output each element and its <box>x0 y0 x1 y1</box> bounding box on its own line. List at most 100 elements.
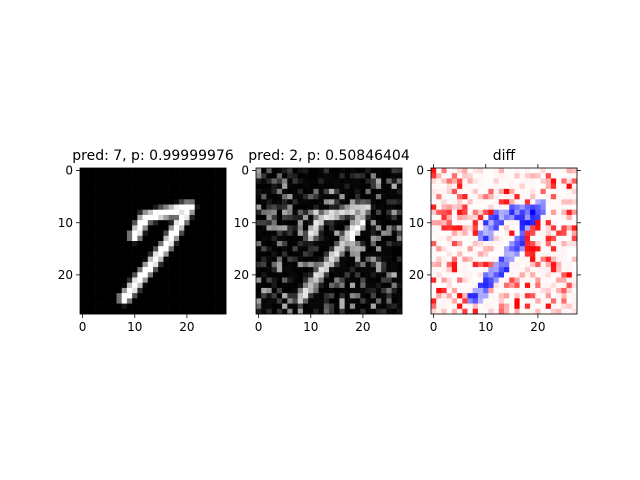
heatmap-cell <box>147 235 154 242</box>
heatmap-cell <box>179 241 185 247</box>
heatmap-cell <box>318 199 325 205</box>
heatmap-cell <box>509 267 515 273</box>
heatmap-cell <box>292 256 299 263</box>
heatmap-cell <box>137 287 143 294</box>
heatmap-cell <box>349 168 356 174</box>
heatmap-cell <box>215 267 222 273</box>
heatmap-cell <box>95 214 102 221</box>
heatmap-cell <box>504 303 510 310</box>
heatmap-cell <box>391 308 398 315</box>
heatmap-cell <box>95 168 102 174</box>
heatmap-cell <box>256 188 262 195</box>
heatmap-cell <box>344 214 351 221</box>
heatmap-cell <box>313 267 319 273</box>
heatmap-cell <box>80 235 86 242</box>
heatmap-cell <box>147 173 154 179</box>
heatmap-cell <box>323 251 330 257</box>
heatmap-cell <box>571 241 578 247</box>
heatmap-cell <box>111 293 117 299</box>
heatmap-cell <box>550 282 557 289</box>
heatmap-cell <box>261 173 267 179</box>
heatmap-cell <box>519 293 526 299</box>
heatmap-cell <box>472 230 479 237</box>
heatmap-cell <box>329 298 335 304</box>
heatmap-cell <box>329 188 335 195</box>
heatmap-cell <box>467 282 474 289</box>
heatmap-cell <box>90 277 96 284</box>
heatmap-cell <box>282 293 288 299</box>
heatmap-cell <box>571 183 578 190</box>
heatmap-cell <box>153 241 159 247</box>
heatmap-cell <box>287 183 293 190</box>
heatmap-cell <box>498 287 505 294</box>
heatmap-cell <box>142 303 149 310</box>
heatmap-cell <box>282 256 288 263</box>
heatmap-cell <box>302 303 309 310</box>
heatmap-cell <box>158 225 164 231</box>
heatmap-cell <box>498 267 505 273</box>
heatmap-cell <box>556 214 562 221</box>
heatmap-cell <box>132 267 138 273</box>
heatmap-cell <box>355 199 361 205</box>
heatmap-cell <box>370 298 377 304</box>
heatmap-cell <box>386 298 392 304</box>
heatmap-cell <box>365 261 372 268</box>
heatmap-cell <box>215 308 222 315</box>
heatmap-cell <box>329 308 335 315</box>
heatmap-cell <box>292 194 299 200</box>
heatmap-cell <box>349 251 356 257</box>
heatmap-cell <box>302 251 309 257</box>
heatmap-cell <box>344 298 351 304</box>
heatmap-cell <box>158 272 164 278</box>
heatmap-cell <box>271 241 278 247</box>
heatmap-cell <box>205 256 211 263</box>
heatmap-cell <box>95 251 102 257</box>
heatmap-cell <box>205 287 211 294</box>
heatmap-cell <box>451 178 458 184</box>
heatmap-cell <box>483 287 489 294</box>
heatmap-cell <box>483 178 489 184</box>
heatmap-cell <box>451 199 458 205</box>
heatmap-cell <box>441 282 447 289</box>
heatmap-cell <box>360 261 366 268</box>
heatmap-cell <box>184 209 190 216</box>
heatmap-cell <box>121 251 128 257</box>
heatmap-cell <box>220 168 227 174</box>
heatmap-cell <box>132 251 138 257</box>
heatmap-cell <box>514 214 520 221</box>
heatmap-cell <box>381 204 387 211</box>
heatmap-cell <box>524 308 531 315</box>
heatmap-cell <box>530 178 536 184</box>
heatmap-cell <box>261 282 267 289</box>
heatmap-cell <box>381 261 387 268</box>
heatmap-cell <box>540 220 547 226</box>
heatmap-cell <box>540 272 547 278</box>
heatmap-cell <box>95 287 102 294</box>
heatmap-cell <box>220 303 227 310</box>
heatmap-cell <box>163 287 169 294</box>
heatmap-cell <box>308 183 314 190</box>
heatmap-cell <box>189 246 196 252</box>
heatmap-cell <box>519 173 526 179</box>
heatmap-cell <box>504 173 510 179</box>
heatmap-cell <box>323 235 330 242</box>
heatmap-cell <box>451 256 458 263</box>
heatmap-cell <box>323 183 330 190</box>
heatmap-cell <box>509 199 515 205</box>
heatmap-cell <box>530 204 536 211</box>
heatmap-cell <box>168 225 175 231</box>
heatmap-cell <box>349 235 356 242</box>
heatmap-cell <box>571 204 578 211</box>
heatmap-cell <box>365 303 372 310</box>
heatmap-cell <box>504 251 510 257</box>
heatmap-cell <box>375 272 382 278</box>
heatmap-cell <box>381 214 387 221</box>
heatmap-cell <box>360 272 366 278</box>
heatmap-cell <box>106 194 112 200</box>
heatmap-cell <box>498 241 505 247</box>
heatmap-cell <box>365 225 372 231</box>
heatmap-cell <box>436 173 442 179</box>
heatmap-cell <box>498 235 505 242</box>
heatmap-cell <box>282 261 288 268</box>
heatmap-cell <box>571 256 578 263</box>
